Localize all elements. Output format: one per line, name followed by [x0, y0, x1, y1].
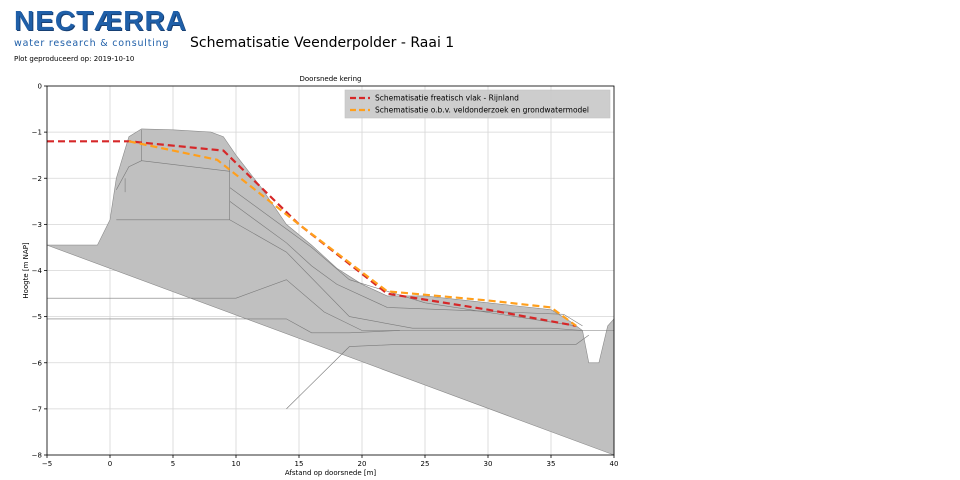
- y-tick-label-3: −3: [32, 221, 42, 229]
- x-tick-label-8: 35: [547, 460, 556, 468]
- legend-label-0: Schematisatie freatisch vlak - Rijnland: [375, 94, 519, 103]
- x-tick-label-3: 10: [232, 460, 241, 468]
- layer-boundary-2: [286, 334, 589, 410]
- y-tick-label-8: −8: [32, 452, 42, 460]
- plot-area: −5 0 5 10 15 20 25 30 35 40 0 −1 −2 −3 −4 −5 −6 −7 −8 Schem…: [32, 83, 619, 469]
- y-tick-label-2: −2: [32, 175, 42, 183]
- logo-tagline: water research & consulting: [14, 38, 170, 49]
- x-tick-label-9: 40: [610, 460, 619, 468]
- x-tick-label-2: 5: [171, 460, 175, 468]
- x-tick-label-5: 20: [358, 460, 367, 468]
- y-tick-label-5: −5: [32, 313, 42, 321]
- layer-boundary-5: [229, 187, 577, 327]
- company-logo: NECTÆRRA water research & consulting: [14, 5, 187, 50]
- layer-boundary-1: [47, 318, 400, 334]
- logo-name: NECTÆRRA: [14, 5, 187, 36]
- layer-boundary-0: [47, 279, 614, 331]
- legend: Schematisatie freatisch vlak - Rijnland S…: [344, 89, 611, 119]
- layer-boundary-4: [229, 201, 583, 327]
- chart-title: Doorsnede kering: [299, 75, 361, 83]
- x-axis-title: Afstand op doorsnede [m]: [285, 469, 377, 477]
- y-tick-label-7: −7: [32, 405, 42, 413]
- x-tick-label-7: 30: [484, 460, 493, 468]
- legend-label-1: Schematisatie o.b.v. veldonderzoek en gr…: [375, 106, 589, 115]
- y-tick-label-0: 0: [38, 83, 42, 91]
- plot-date: Plot geproduceerd op: 2019-10-10: [14, 55, 135, 63]
- x-tick-label-1: 0: [108, 460, 112, 468]
- series-line-1: [128, 140, 577, 327]
- page-title: Schematisatie Veenderpolder - Raai 1: [190, 35, 455, 51]
- x-tick-label-0: −5: [42, 460, 52, 468]
- y-axis-title: Hoogte [m NAP]: [22, 242, 30, 299]
- y-tick-label-4: −4: [32, 267, 43, 275]
- y-tick-label-6: −6: [32, 359, 43, 367]
- layer-boundary-6: [116, 160, 230, 190]
- y-tick-label-1: −1: [32, 129, 42, 137]
- x-tick-label-6: 25: [421, 460, 430, 468]
- soil-cross-section: [46, 128, 615, 456]
- legend-box: [344, 89, 611, 119]
- x-tick-label-4: 15: [295, 460, 304, 468]
